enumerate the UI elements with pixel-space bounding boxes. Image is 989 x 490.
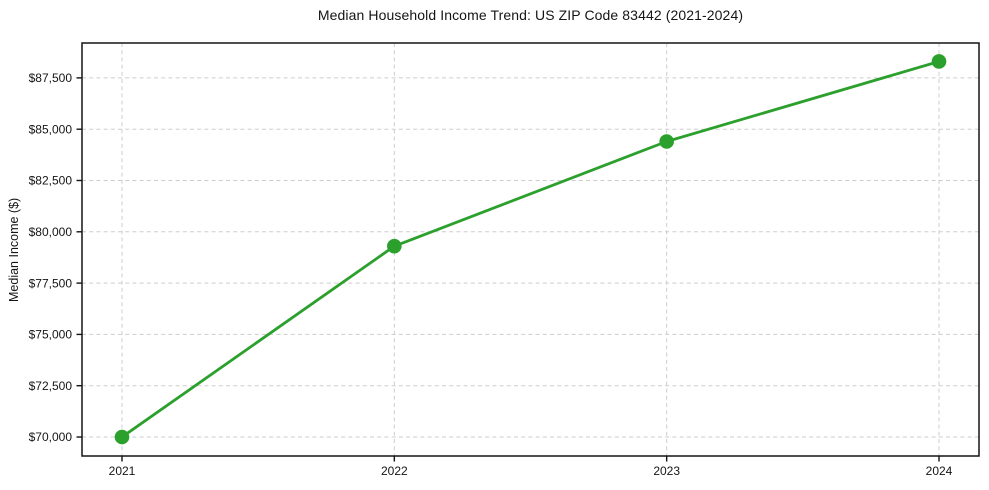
data-point <box>114 429 130 445</box>
data-line <box>120 60 941 439</box>
x-tick-label: 2022 <box>381 464 408 478</box>
y-tick-label: $85,000 <box>29 122 73 136</box>
x-tick-label: 2024 <box>926 464 953 478</box>
y-tick-label: $70,000 <box>29 430 73 444</box>
plot-border <box>81 42 980 457</box>
data-point <box>931 54 947 69</box>
y-tick-label: $82,500 <box>29 174 73 188</box>
y-tick-label: $72,500 <box>29 379 73 393</box>
chart-title: Median Household Income Trend: US ZIP Co… <box>317 7 744 23</box>
x-tick-label: 2021 <box>109 464 136 478</box>
data-point <box>387 238 402 254</box>
y-tick-label: $75,000 <box>29 328 73 342</box>
x-tick-label: 2023 <box>653 464 680 478</box>
y-tick-label: $80,000 <box>29 225 73 239</box>
y-tick-label: $77,500 <box>29 276 73 290</box>
data-point <box>659 134 674 149</box>
y-tick-label: $87,500 <box>29 71 73 85</box>
